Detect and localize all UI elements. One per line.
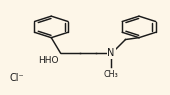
Text: CH₃: CH₃ [104,70,118,79]
Text: N: N [107,48,115,58]
Text: Cl⁻: Cl⁻ [9,73,24,83]
Text: HHO: HHO [38,56,59,65]
